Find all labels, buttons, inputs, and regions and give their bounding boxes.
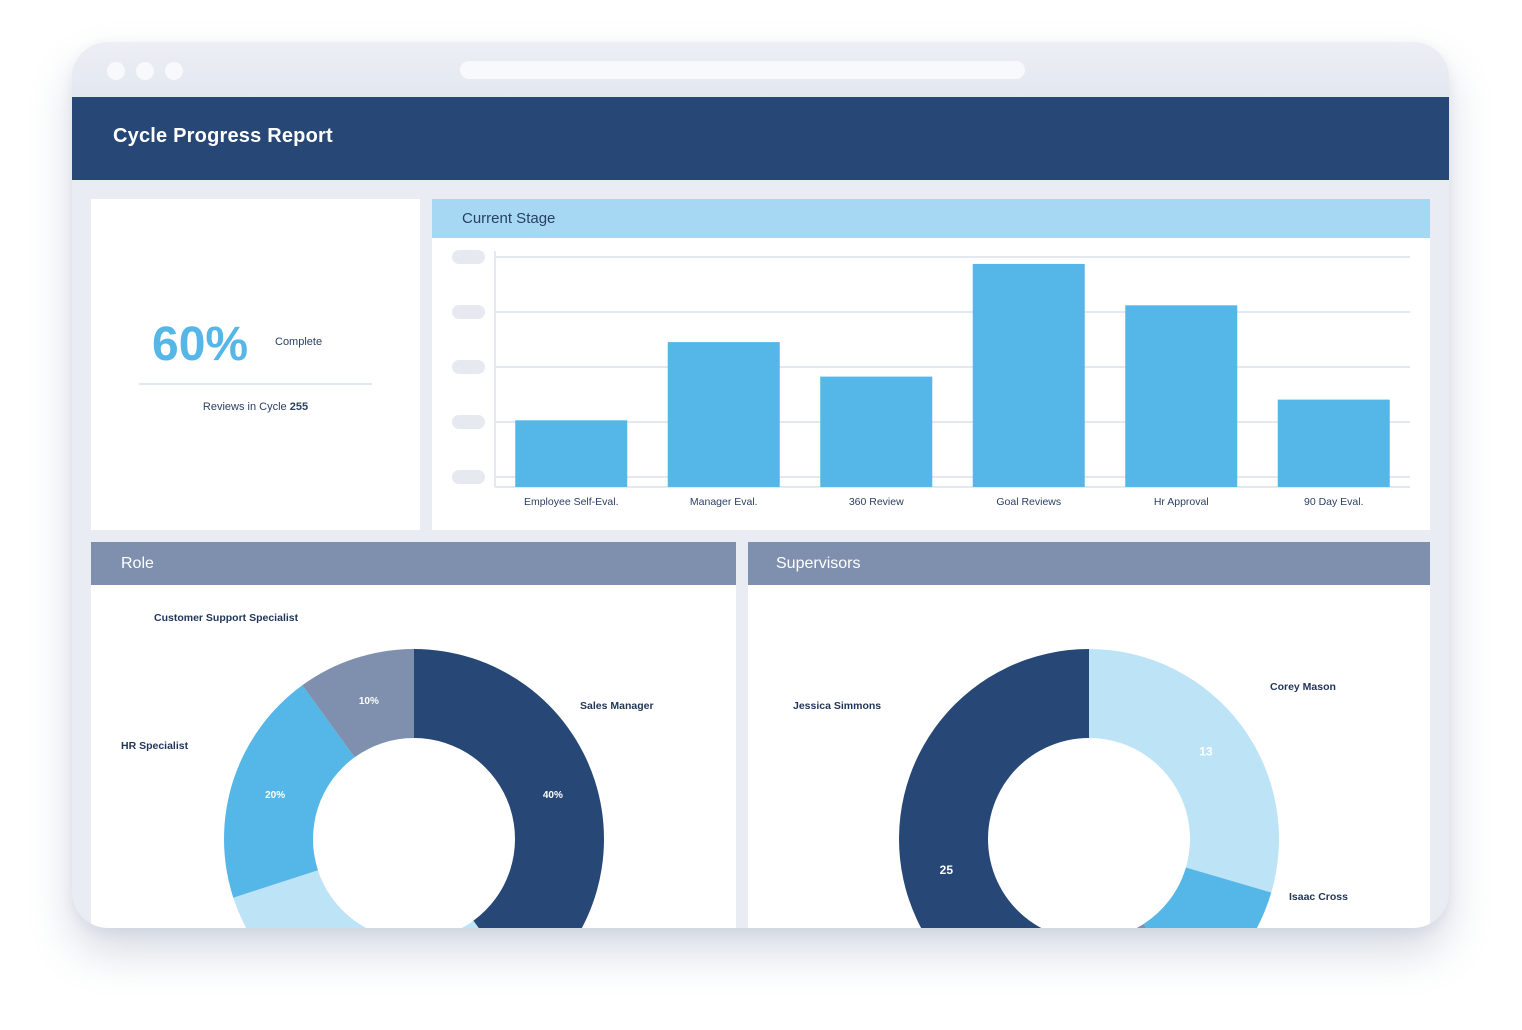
axis-tick-placeholder	[452, 305, 485, 319]
bar	[1277, 399, 1390, 487]
browser-window: Cycle Progress Report 60% Complete Revie…	[72, 42, 1449, 928]
summary-panel: 60% Complete Reviews in Cycle 255	[91, 199, 420, 530]
completion-percent: 60%	[152, 318, 249, 371]
bar	[515, 420, 628, 487]
donut-slice	[1089, 649, 1279, 893]
slice-value-label: 20%	[265, 790, 285, 801]
current-stage-panel: Current Stage Employee Self-Eval. Manager…	[432, 199, 1430, 530]
bar	[820, 376, 933, 487]
slice-value-label: 10%	[359, 696, 379, 707]
slice-value-label: 40%	[543, 790, 563, 801]
donut-slice	[302, 649, 414, 758]
slice-category-label: Corey Mason	[1270, 681, 1336, 693]
address-bar[interactable]	[460, 61, 1025, 79]
donut-slice	[414, 649, 604, 928]
axis-tick-placeholder	[452, 360, 485, 374]
role-header: Role	[91, 542, 736, 585]
donut-slice	[233, 870, 479, 928]
current-stage-header: Current Stage	[432, 199, 1430, 238]
page-title: Cycle Progress Report	[113, 125, 333, 147]
supervisors-panel: Supervisors 13 Corey Mason Isaac Cross 25 Je…	[748, 542, 1430, 928]
slice-category-label: Customer Support Specialist	[154, 612, 299, 624]
bar-category-label: 360 Review	[849, 496, 904, 508]
bar	[1125, 305, 1238, 487]
bar-category-label: Employee Self-Eval.	[524, 496, 619, 508]
reviews-label: Reviews in Cycle	[202, 401, 287, 413]
bar	[972, 263, 1085, 487]
axis-tick-placeholder	[452, 415, 485, 429]
slice-value-label: 25	[940, 863, 954, 877]
slice-category-label: Isaac Cross	[1289, 891, 1348, 903]
donut-slice	[899, 649, 1089, 928]
divider	[139, 383, 372, 385]
donut-slice	[1136, 923, 1147, 928]
bar-category-label: Goal Reviews	[996, 496, 1061, 508]
slice-category-label: Jessica Simmons	[793, 700, 881, 712]
report-header: Cycle Progress Report	[72, 97, 1449, 180]
slice-value-label: 13	[1199, 745, 1213, 759]
axis-tick-placeholder	[452, 250, 485, 264]
axis-tick-placeholder	[452, 470, 485, 484]
bar	[667, 342, 780, 487]
slice-category-label: Sales Manager	[580, 700, 654, 712]
reviews-count: 255	[289, 401, 309, 413]
role-donut-chart: 40%Sales Manager30%Customer Support Spec…	[121, 612, 654, 928]
current-stage-bar-chart: Employee Self-Eval. Manager Eval. 360 Revi…	[452, 250, 1410, 508]
donut-slice	[224, 685, 355, 898]
role-panel: Role 40%Sales Manager30%Customer Support…	[91, 542, 736, 928]
bar-category-label: Hr Approval	[1154, 496, 1209, 508]
supervisors-donut-chart: 13 Corey Mason Isaac Cross 25 Jessica Simmon…	[793, 649, 1348, 928]
supervisors-header: Supervisors	[748, 542, 1430, 585]
window-control-dot[interactable]	[107, 62, 125, 80]
bar-category-label: Manager Eval.	[690, 496, 758, 508]
reviews-in-cycle: Reviews in Cycle 255	[91, 401, 420, 413]
completion-label: Complete	[275, 336, 323, 348]
window-control-dot[interactable]	[136, 62, 154, 80]
bar-category-label: 90 Day Eval.	[1304, 496, 1364, 508]
donut-slice	[1143, 867, 1272, 928]
window-control-dot[interactable]	[165, 62, 183, 80]
slice-category-label: HR Specialist	[121, 740, 189, 752]
browser-titlebar	[72, 42, 1449, 97]
